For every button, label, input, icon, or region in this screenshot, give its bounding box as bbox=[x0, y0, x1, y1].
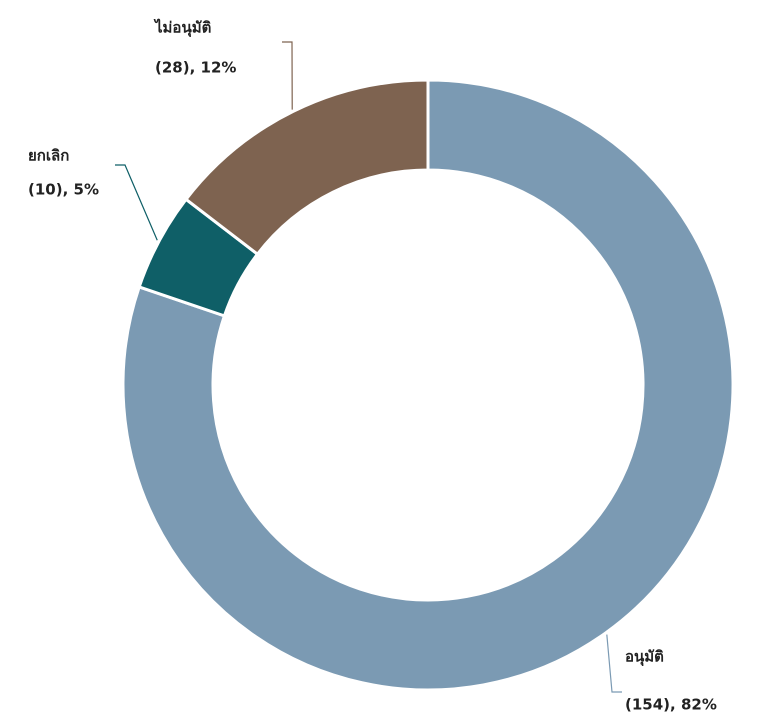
donut-slice bbox=[183, 78, 430, 257]
value-label: (10), 5% bbox=[28, 181, 99, 199]
value-label: (28), 12% bbox=[155, 59, 236, 77]
leader-line bbox=[606, 634, 622, 693]
donut-slice bbox=[121, 78, 735, 692]
value-label: (154), 82% bbox=[625, 696, 717, 714]
slice-label: ยกเลิก bbox=[28, 147, 69, 165]
leader-line bbox=[115, 164, 158, 241]
slice-label: ไม่อนุมัติ bbox=[153, 18, 211, 38]
slice-label: อนุมัติ bbox=[625, 648, 664, 667]
leader-line bbox=[282, 41, 293, 110]
